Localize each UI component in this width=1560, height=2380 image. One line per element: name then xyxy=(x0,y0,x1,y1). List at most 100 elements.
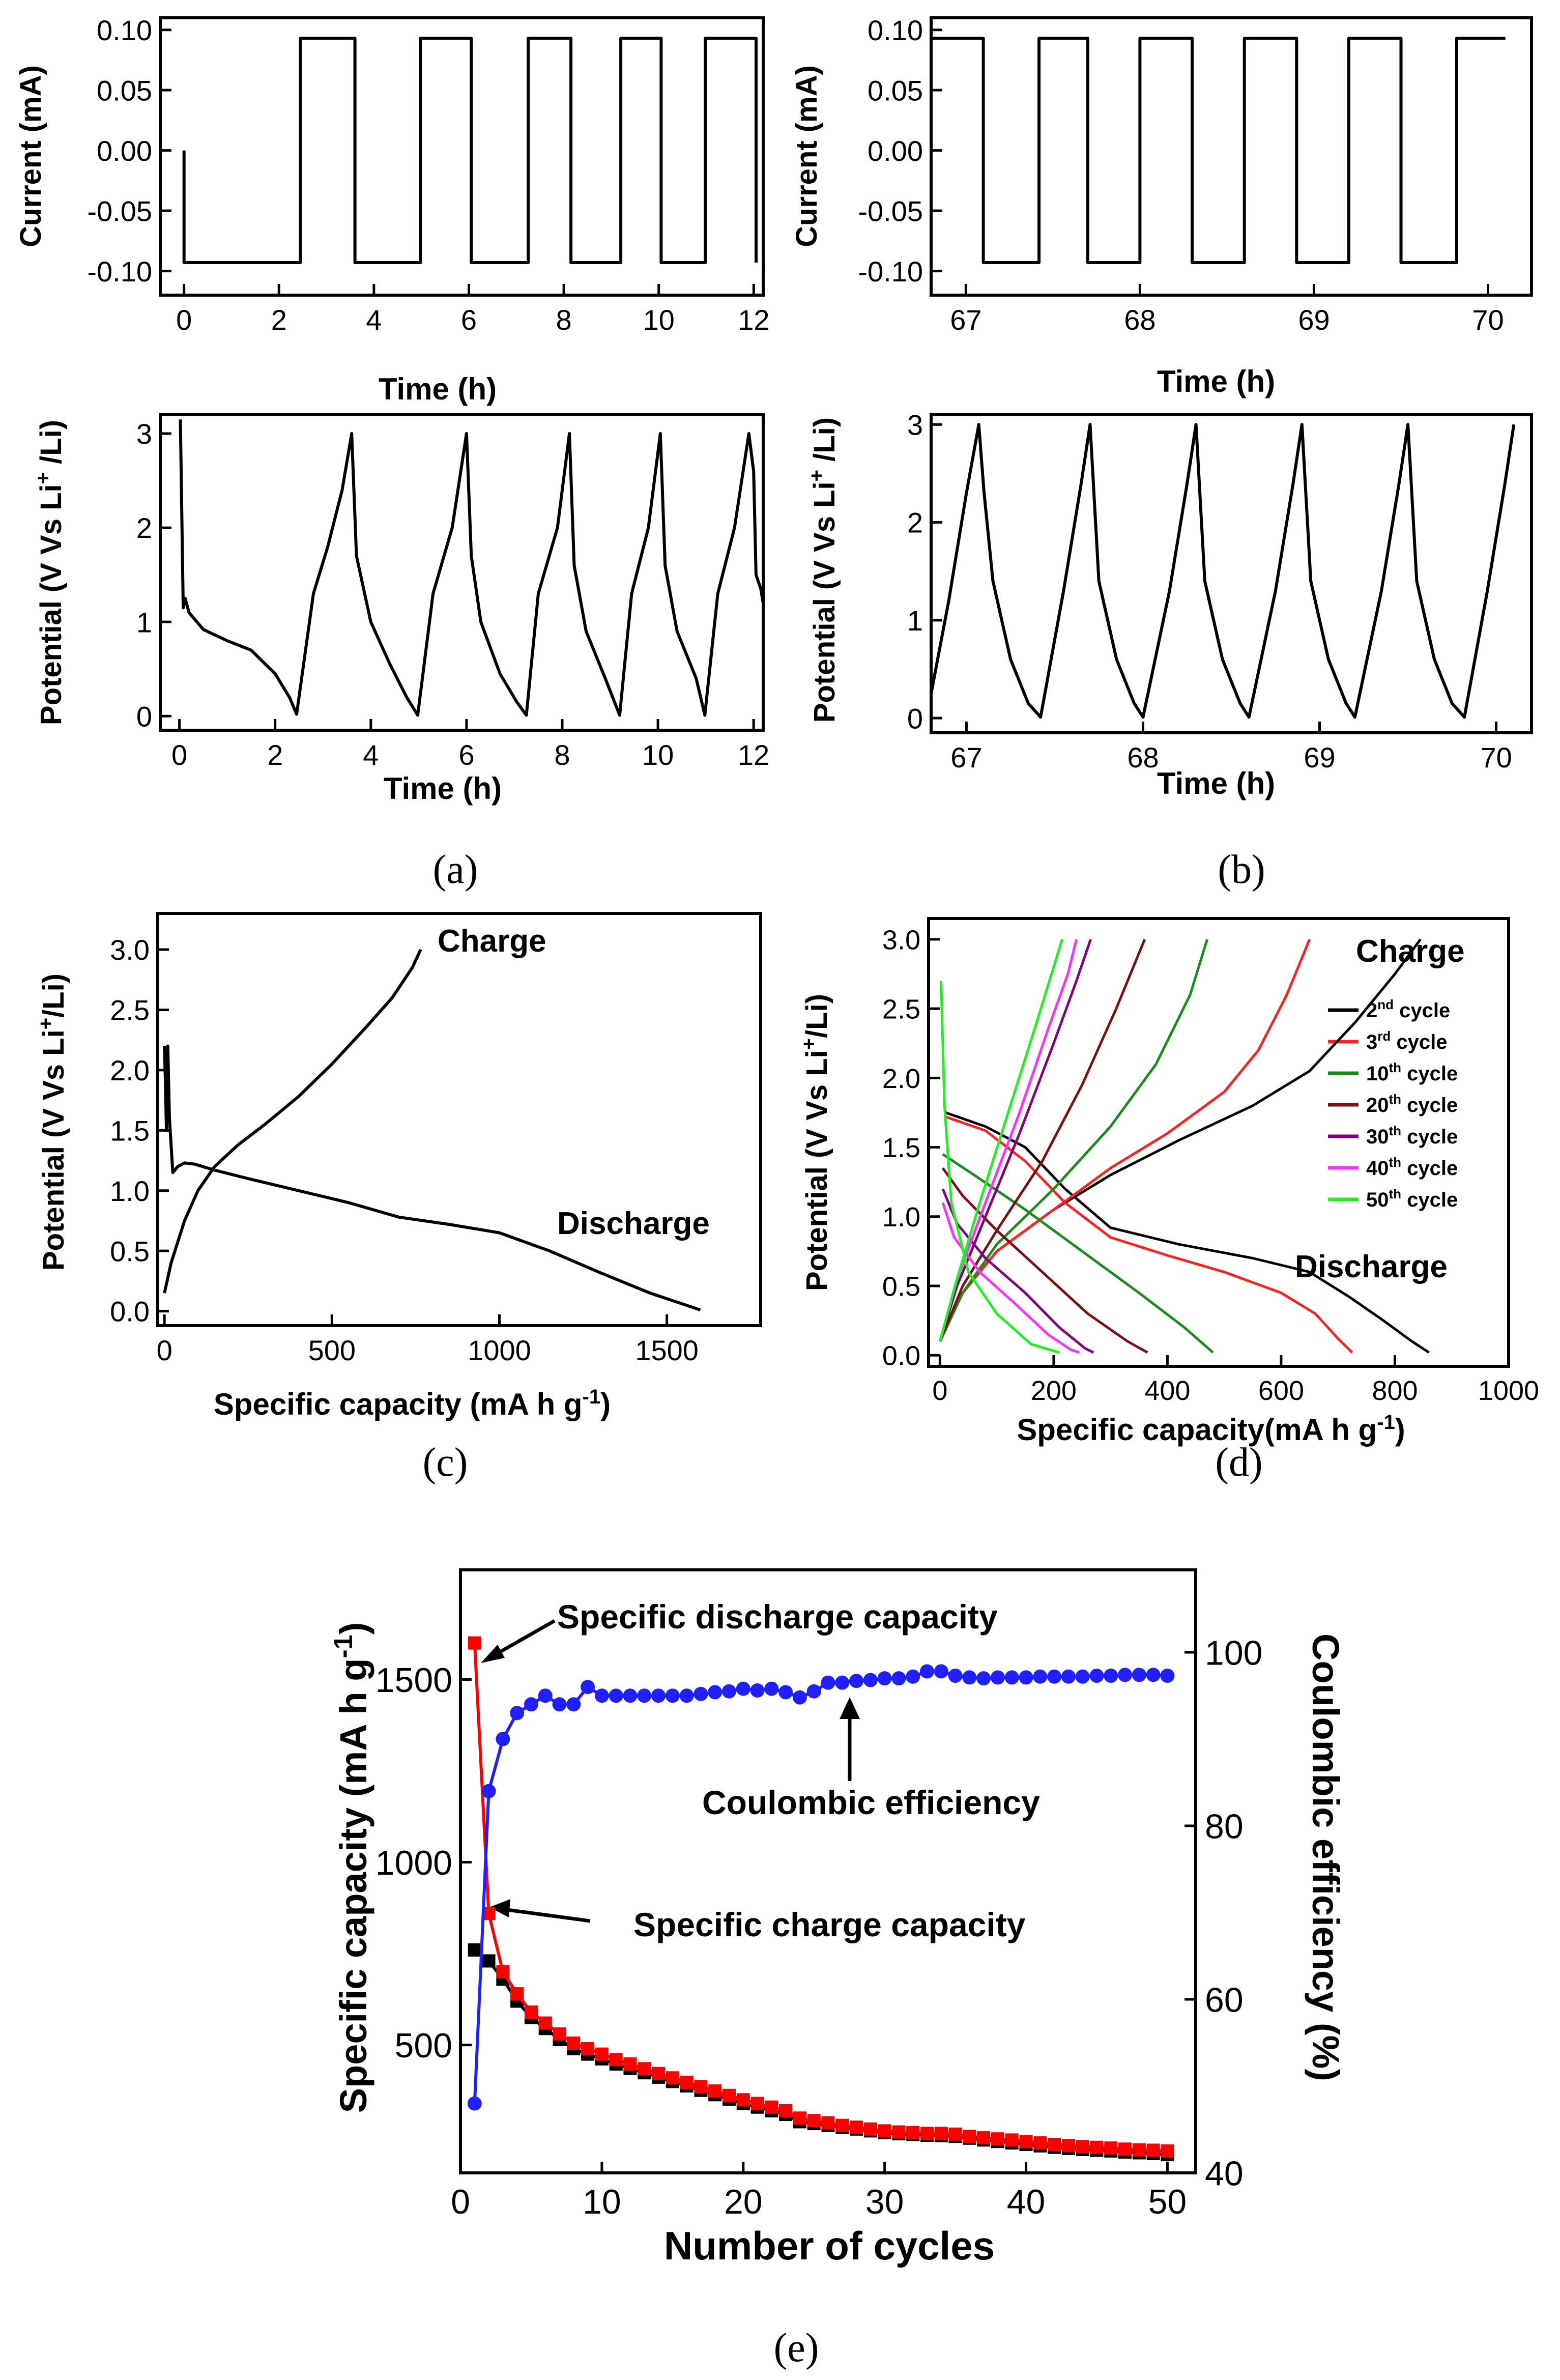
y-axis-title: Specific capacity (mA h g-1) xyxy=(329,1622,374,2113)
marker-coulombic-efficiency xyxy=(764,1681,779,1696)
marker-coulombic-efficiency xyxy=(552,1697,567,1712)
y-axis-title-suffix: /Li) xyxy=(800,994,833,1038)
x-axis-ticks: 67 68 69 70 xyxy=(950,284,1504,336)
y-axis-ticks: -0.10 -0.05 0.00 0.05 0.10 xyxy=(858,14,942,288)
chart-b-current: Current (mA) Time (h) 67 68 69 70 -0.10 -0.0… xyxy=(790,14,1533,398)
x-axis-title: Time (h) xyxy=(379,372,497,406)
plot-frame xyxy=(459,1568,1197,2174)
y-tick-label: -0.05 xyxy=(858,195,923,227)
x-tick-label: 600 xyxy=(1258,1375,1304,1406)
marker-specific-discharge-capacity xyxy=(468,1636,481,1650)
marker-specific-discharge-capacity xyxy=(1132,2143,1146,2157)
y-axis-title-suffix: /Li) xyxy=(35,420,68,472)
marker-specific-discharge-capacity xyxy=(807,2114,821,2128)
x-tick-label: 1000 xyxy=(468,1334,531,1366)
marker-specific-discharge-capacity xyxy=(1118,2142,1132,2156)
y-tick-label: 2.5 xyxy=(882,994,920,1025)
marker-coulombic-efficiency xyxy=(835,1675,850,1690)
y-tick-label: -0.05 xyxy=(87,195,152,227)
marker-coulombic-efficiency xyxy=(990,1670,1005,1685)
y-axis-title: Potential (V Vs Li+/Li) xyxy=(35,973,70,1271)
x-axis-ticks: 0 200 400 600 800 1000 xyxy=(932,1355,1539,1406)
y2-tick-label: 100 xyxy=(1205,1633,1262,1672)
marker-specific-discharge-capacity xyxy=(793,2111,806,2125)
y-axis-title-superscript: + xyxy=(35,1018,57,1029)
y-axis-title: Current (mA) xyxy=(14,65,47,247)
panel-label-a: (a) xyxy=(433,847,478,892)
chart-c: Potential (V Vs Li+/Li) Specific capacit… xyxy=(35,912,762,1421)
y-tick-label: 2 xyxy=(136,512,152,544)
marker-specific-discharge-capacity xyxy=(977,2131,991,2145)
x-axis-title: Time (h) xyxy=(1157,364,1275,398)
marker-specific-discharge-capacity xyxy=(1076,2140,1089,2154)
x-axis-title: Specific capacity(mA h g-1) xyxy=(1017,1411,1405,1447)
legend-label-ordinal: nd xyxy=(1377,997,1394,1012)
x-tick-label: 67 xyxy=(950,304,981,336)
y-tick-label: 1 xyxy=(907,605,923,637)
x-axis-title: Specific capacity (mA h g-1) xyxy=(214,1386,611,1421)
y-axis-title-prefix: Potential (V Vs Li xyxy=(37,1029,70,1271)
y-tick-label: -0.10 xyxy=(87,255,152,288)
marker-coulombic-efficiency xyxy=(736,1681,750,1696)
x-tick-label: 8 xyxy=(556,304,572,336)
marker-specific-discharge-capacity xyxy=(1061,2139,1075,2153)
y-axis-title-prefix: Potential (V Vs Li xyxy=(808,481,841,723)
series-lines xyxy=(931,37,1506,264)
x-tick-label: 0 xyxy=(157,1334,172,1366)
y-tick-label: 3 xyxy=(136,418,152,450)
y-tick-label: 0.05 xyxy=(868,74,923,106)
x-tick-label: 0 xyxy=(932,1375,947,1406)
marker-coulombic-efficiency xyxy=(792,1690,807,1705)
legend-label: 40th cycle xyxy=(1366,1155,1458,1180)
marker-coulombic-efficiency xyxy=(665,1688,680,1703)
annotation-discharge: Specific discharge capacity xyxy=(557,1598,998,1636)
y-tick-label: 3.0 xyxy=(882,925,920,955)
marker-coulombic-efficiency xyxy=(806,1684,821,1699)
y-axis-title-superscript: + xyxy=(798,1038,820,1050)
y-axis-title-superscript: + xyxy=(32,472,54,484)
series-line-potential xyxy=(179,419,765,717)
y-tick-label: 0.00 xyxy=(97,135,152,167)
x-tick-label: 6 xyxy=(458,739,474,771)
series-lines xyxy=(938,938,1430,1354)
y-tick-label: 2.5 xyxy=(110,994,150,1026)
marker-specific-discharge-capacity xyxy=(821,2116,835,2130)
chart-e: Specific capacity (mA h g-1) Coulombic e… xyxy=(329,1568,1347,2268)
annotation-charge: Charge xyxy=(438,924,546,959)
marker-coulombic-efficiency xyxy=(1146,1668,1161,1682)
x-tick-label: 200 xyxy=(1031,1375,1077,1406)
chart-a-current: Current (mA) Time (h) 0 2 4 6 8 10 12 -0.10 -0.… xyxy=(14,14,769,406)
marker-specific-discharge-capacity xyxy=(496,1965,510,1978)
x-tick-label: 50 xyxy=(1148,2183,1187,2221)
x-tick-label: 70 xyxy=(1480,741,1512,773)
x-tick-label: 69 xyxy=(1298,304,1330,336)
y-tick-label: 0.5 xyxy=(110,1235,150,1267)
marker-coulombic-efficiency xyxy=(581,1680,595,1695)
x-axis-ticks: 67 68 69 70 xyxy=(950,722,1512,773)
legend-label-text: cycle xyxy=(1401,1157,1458,1180)
line-specific-discharge-capacity xyxy=(473,1643,1168,2153)
y-tick-label: 0.0 xyxy=(882,1341,920,1371)
annotation-discharge: Discharge xyxy=(557,1206,710,1241)
marker-coulombic-efficiency xyxy=(1061,1669,1076,1684)
legend-label-ordinal: th xyxy=(1389,1123,1402,1138)
x-tick-label: 800 xyxy=(1372,1375,1418,1406)
x-axis-title-main: Specific capacity (mA h g xyxy=(214,1387,583,1421)
x-tick-label: 10 xyxy=(583,2183,621,2221)
marker-coulombic-efficiency xyxy=(481,1784,496,1798)
marker-specific-discharge-capacity xyxy=(750,2097,764,2110)
y-tick-label: 1 xyxy=(136,606,152,638)
x-axis-title: Time (h) xyxy=(384,771,502,806)
marker-specific-discharge-capacity xyxy=(708,2084,722,2098)
marker-coulombic-efficiency xyxy=(976,1671,991,1686)
y-axis-title: Potential (V Vs Li+/Li) xyxy=(798,994,833,1291)
x-tick-label: 40 xyxy=(1007,2183,1046,2221)
marker-coulombic-efficiency xyxy=(891,1671,906,1686)
x-axis-ticks: 0 2 4 6 8 10 12 xyxy=(176,284,769,336)
legend-label-text: cycle xyxy=(1391,1031,1447,1053)
marker-specific-discharge-capacity xyxy=(1033,2136,1047,2150)
panel-label-e: (e) xyxy=(774,2326,819,2370)
y2-axis-ticks: 40 60 80 100 xyxy=(1185,1633,1262,2193)
marker-coulombic-efficiency xyxy=(1075,1669,1090,1684)
